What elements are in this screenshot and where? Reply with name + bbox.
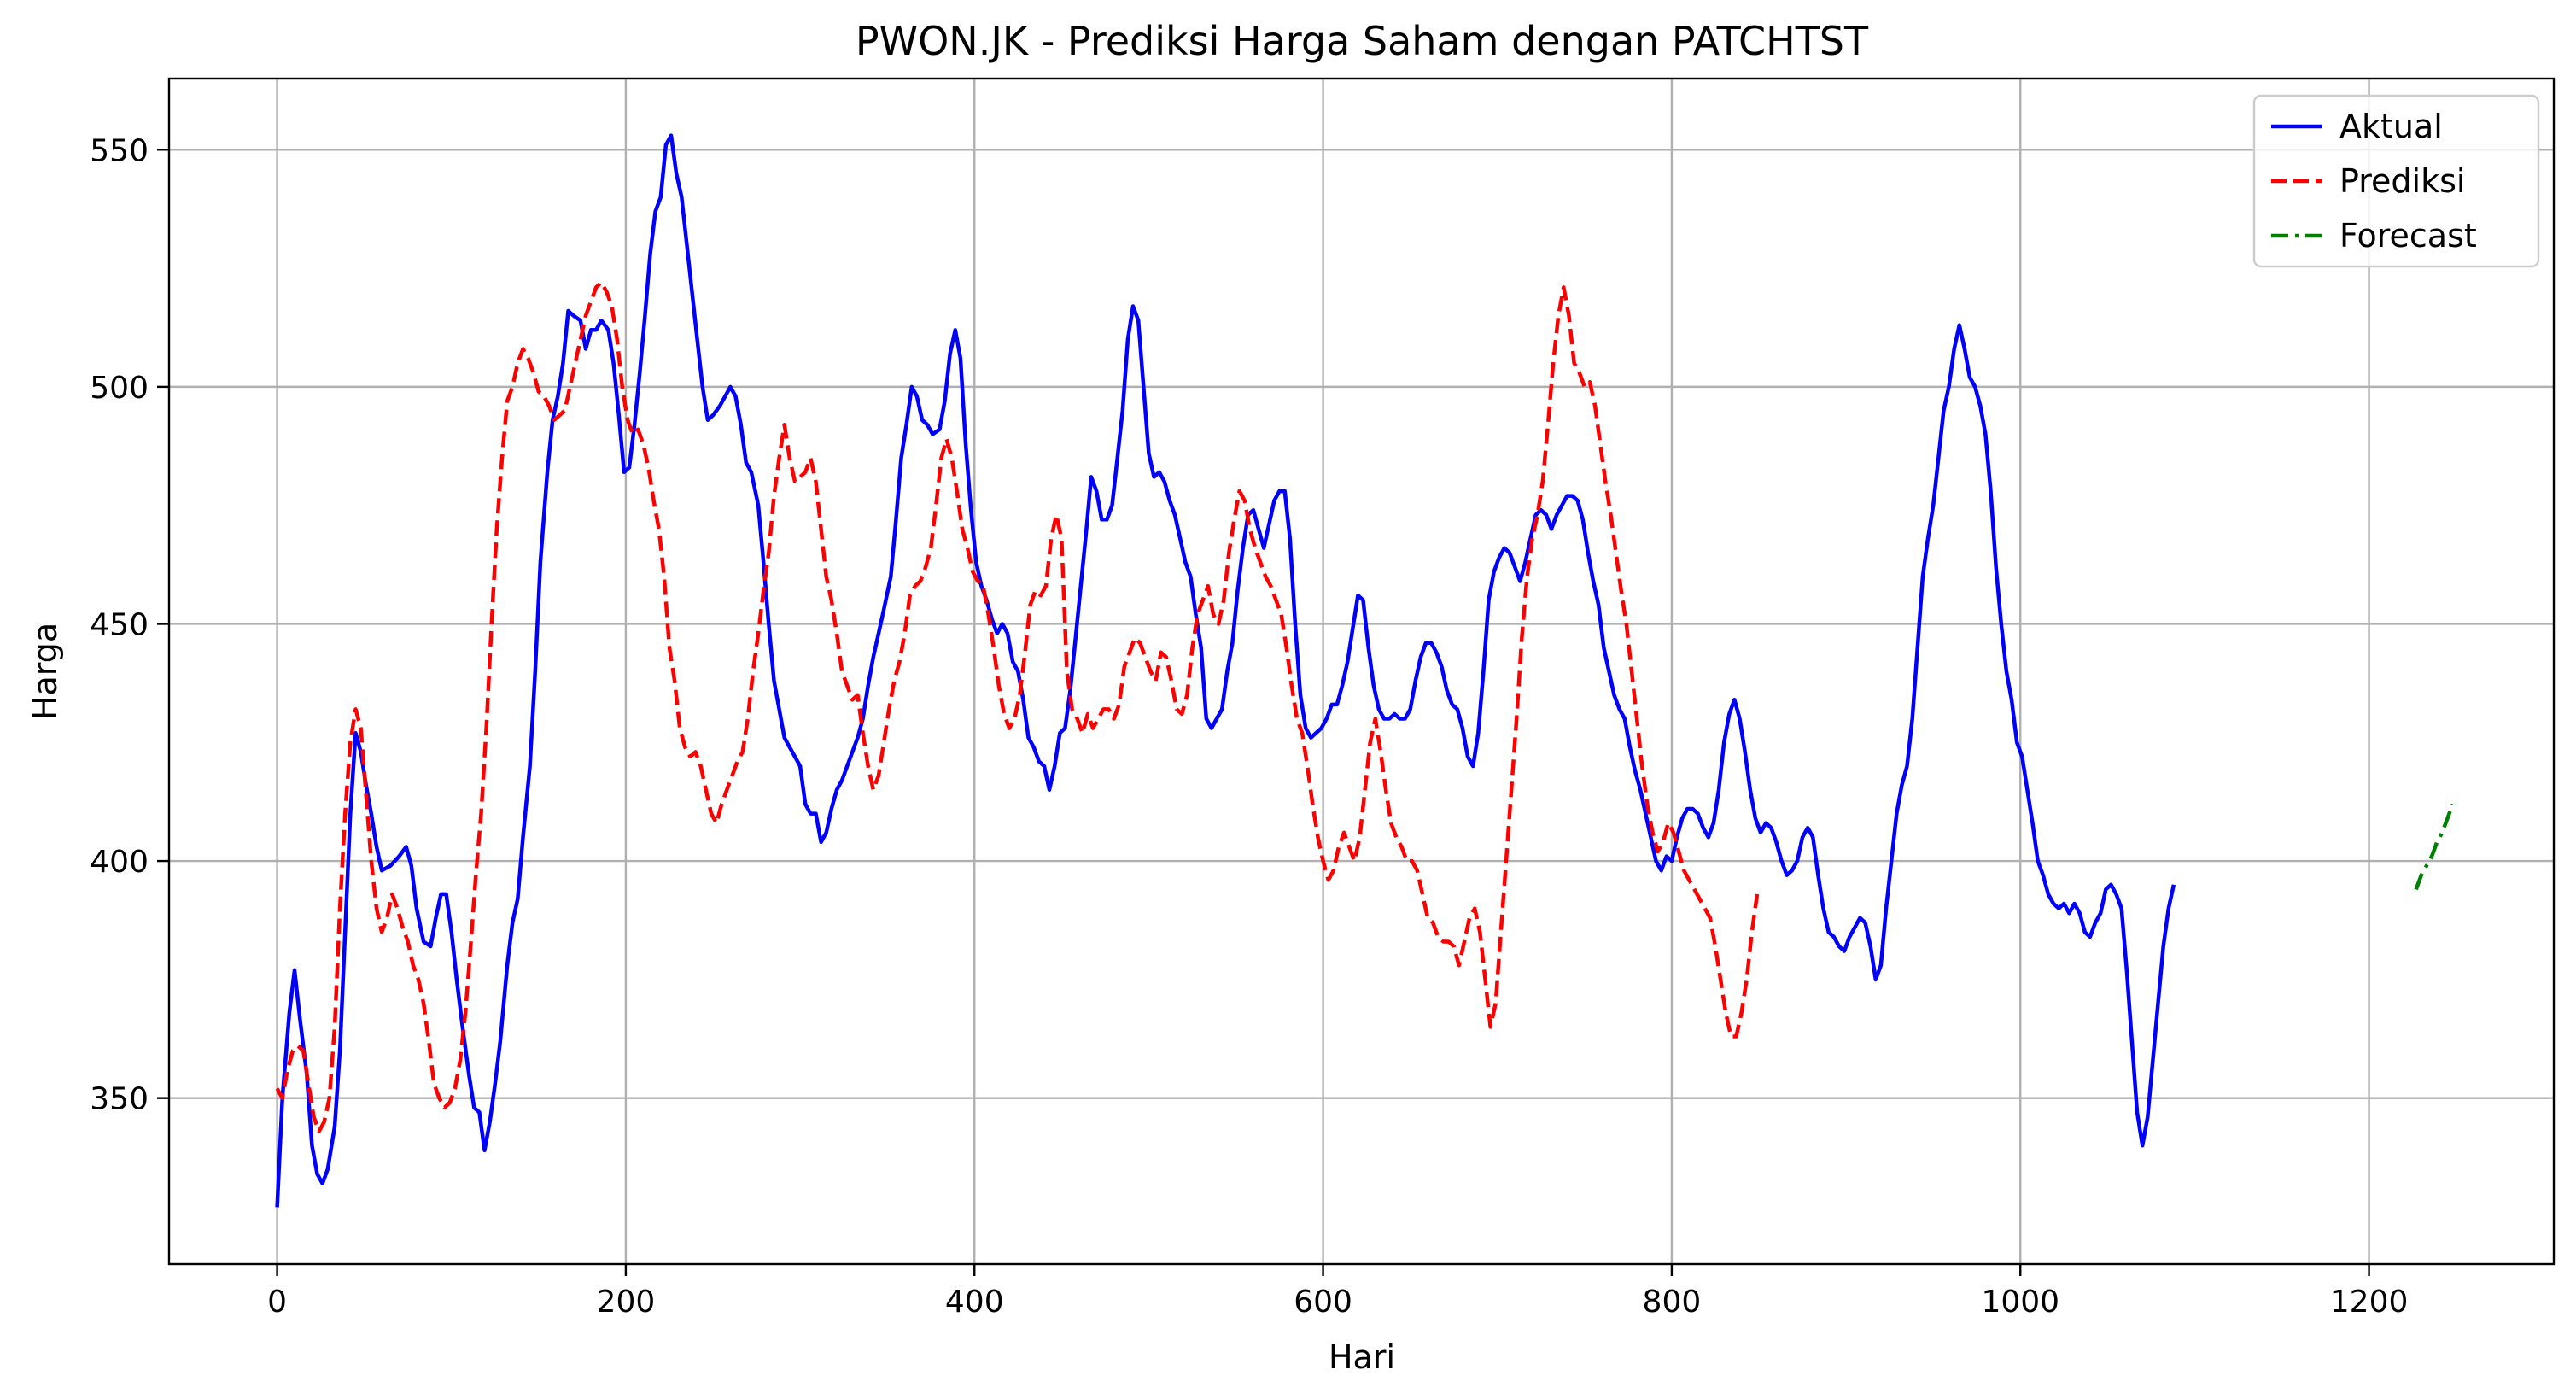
x-tick-label-400: 400 [945,1285,1004,1320]
legend-label-forecast: Forecast [2339,217,2477,255]
y-tick-label-550: 550 [90,133,149,168]
x-axis-label: Hari [1329,1338,1395,1376]
grid-layer [169,79,2554,1264]
y-axis-label: Harga [26,623,64,720]
legend-label-prediksi: Prediksi [2339,162,2465,200]
plot-background [169,79,2554,1264]
x-tick-label-1200: 1200 [2330,1285,2409,1320]
legend: Aktual Prediksi Forecast [2252,94,2540,268]
x-tick-label-1000: 1000 [1981,1285,2059,1320]
ticks-layer: 0 200 400 600 800 1000 1200 350 400 450 500 550 [90,133,2408,1320]
plot-frame [167,77,2556,1266]
y-tick-label-450: 450 [90,607,149,642]
series-layer [275,133,2455,1208]
chart-title: PWON.JK - Prediksi Harga Saham dengan PA… [856,18,1869,64]
series-forecast-line [2414,803,2455,891]
x-tick-label-800: 800 [1643,1285,1702,1320]
series-aktual-line [275,133,2176,1208]
series-prediksi-line [275,280,1760,1133]
y-tick-label-500: 500 [90,371,149,406]
legend-box [2252,94,2540,268]
x-tick-label-200: 200 [597,1285,656,1320]
x-tick-label-600: 600 [1294,1285,1352,1320]
legend-label-aktual: Aktual [2339,108,2443,145]
y-tick-label-350: 350 [90,1082,149,1117]
y-tick-label-400: 400 [90,845,149,880]
x-tick-label-0: 0 [267,1285,287,1320]
